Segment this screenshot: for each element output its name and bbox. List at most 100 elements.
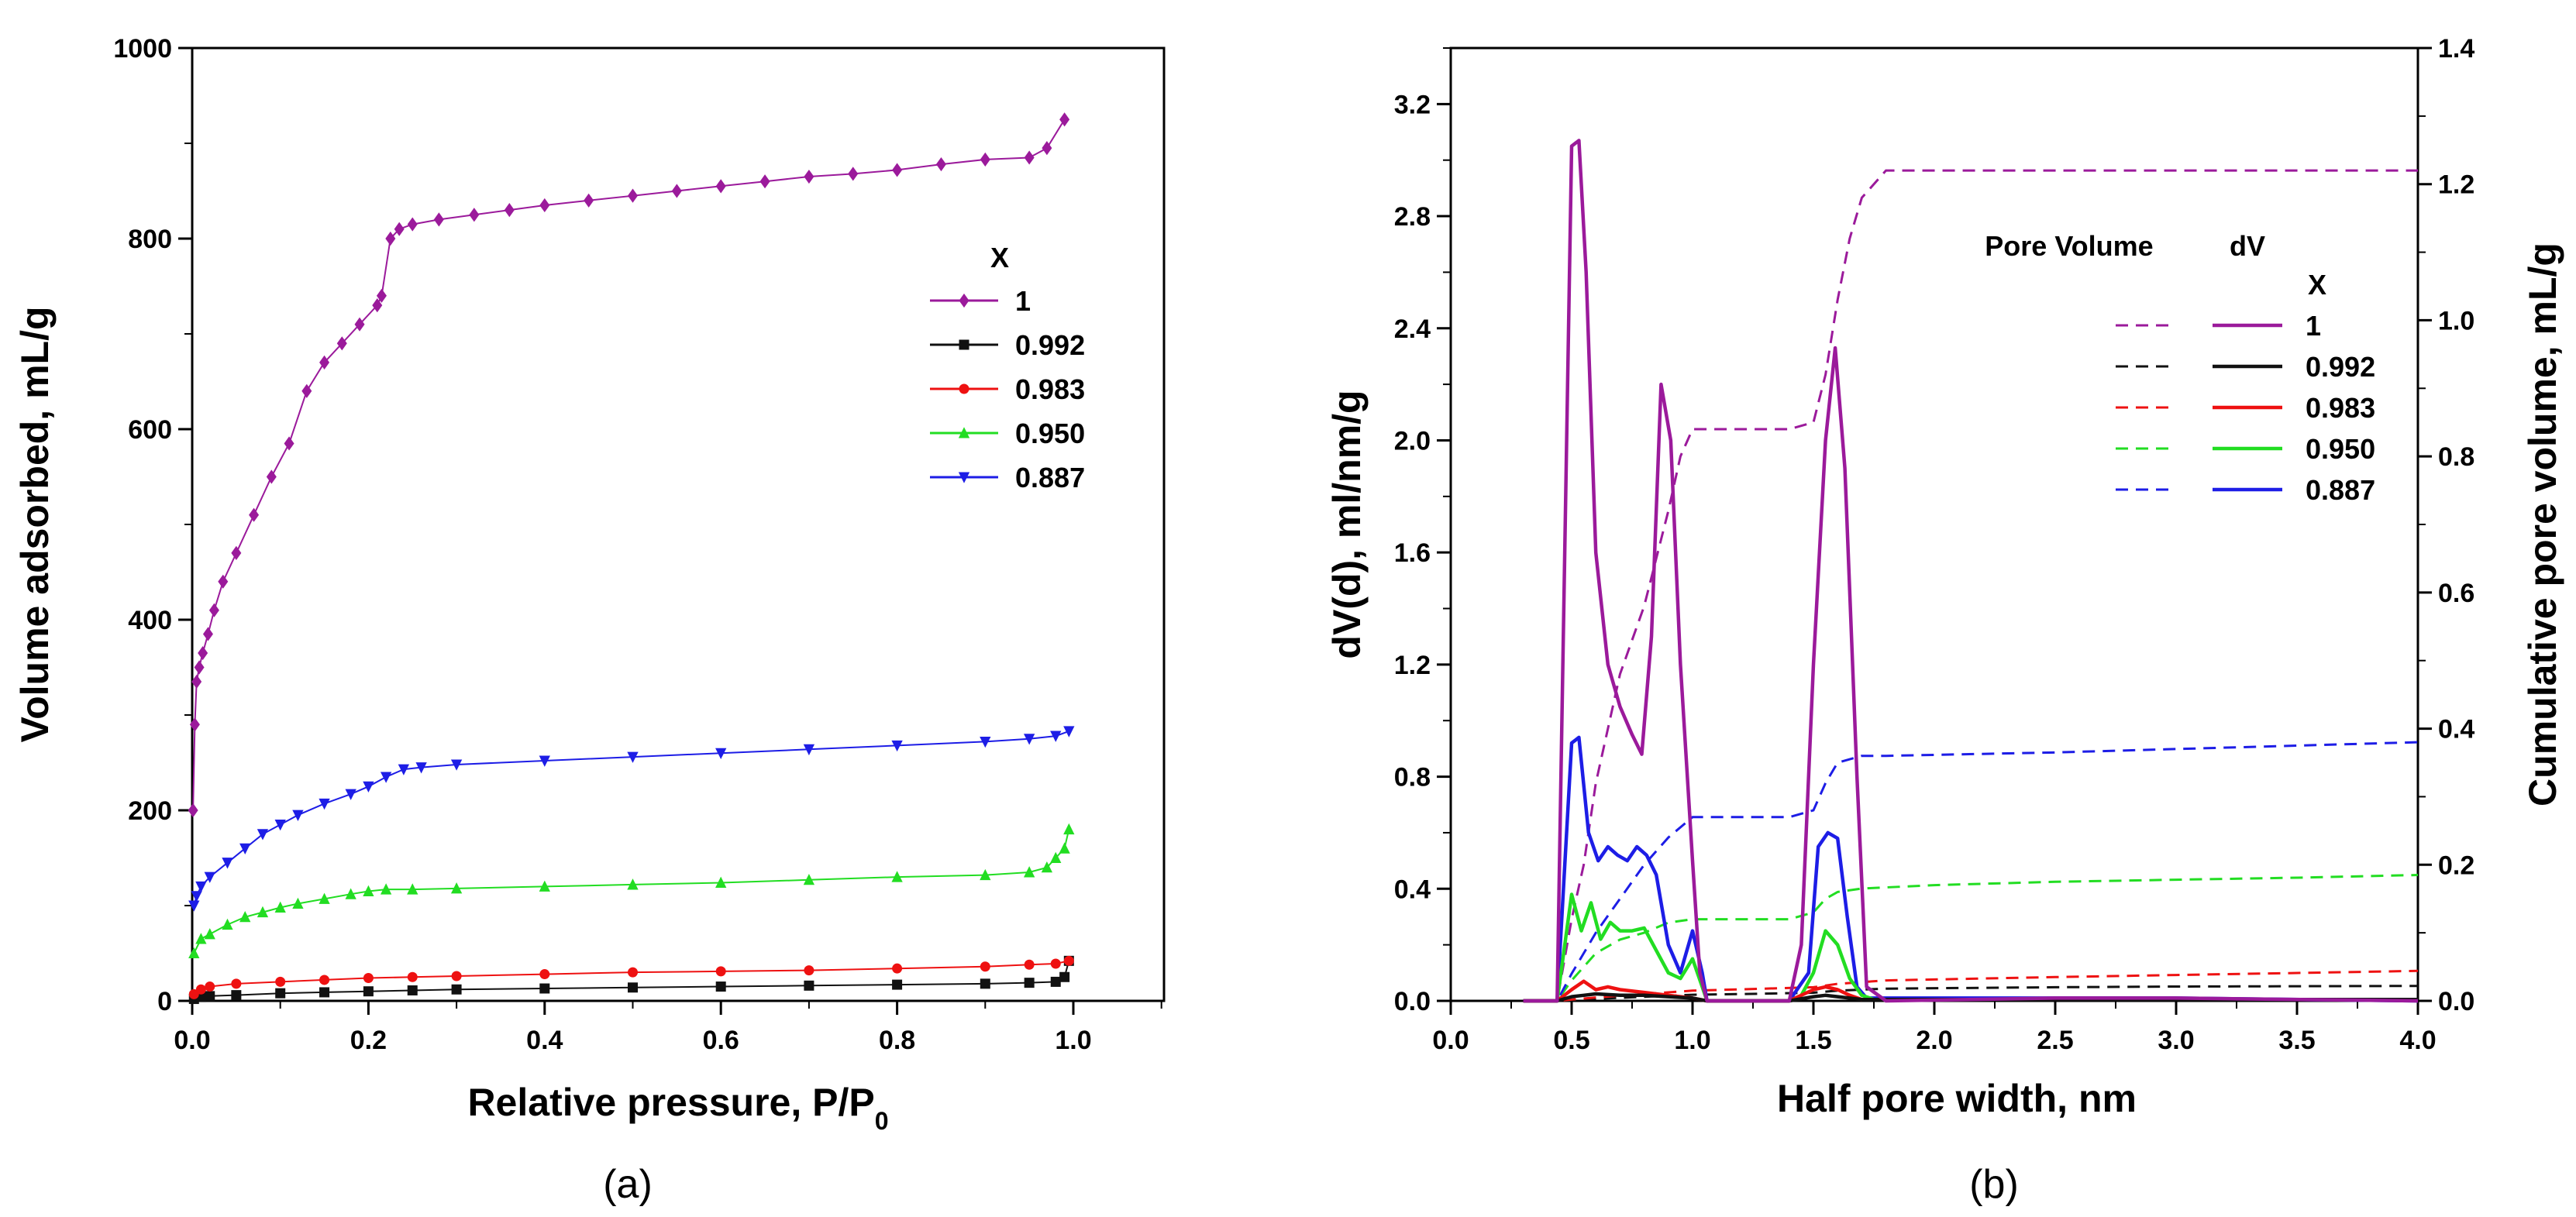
panel-a-data-point-0.950 <box>204 928 215 940</box>
panel-a-data-point-0.950 <box>803 873 815 885</box>
panel-a-series-line-0.950 <box>193 829 1070 954</box>
panel-b-right-y-tick-label: 0.4 <box>2438 715 2474 744</box>
panel-a-legend-marker-0.887 <box>958 472 970 483</box>
panel-a-data-point-0.983 <box>275 976 286 987</box>
panel-b-legend-label-0.950: 0.950 <box>2306 433 2375 465</box>
panel-b-legend-head-pore-volume: Pore Volume <box>1985 230 2153 262</box>
panel-b-right-y-tick-label: 1.0 <box>2438 306 2474 335</box>
panel-a-data-point-1 <box>394 222 405 236</box>
panel-a-data-point-0.983 <box>407 971 418 982</box>
panel-b-right-y-axis-label: Cumulative pore volume, mL/g <box>2521 242 2564 806</box>
panel-b: 0.0 0.5 1.0 1.5 2.0 2.5 3.0 3.5 4.00.00.40.81.21… <box>1325 34 2564 1207</box>
panel-a-data-point-1 <box>336 336 347 351</box>
panel-a-data-point-0.992 <box>1024 978 1035 988</box>
panel-a-y-tick-label: 400 <box>128 606 172 635</box>
panel-a-data-point-0.983 <box>205 982 215 992</box>
panel-b-legend: Pore Volume dV X 1 0.992 0.983 0.950 0.887 <box>1985 230 2375 506</box>
panel-b-left-y-tick-label: 1.6 <box>1394 538 1431 568</box>
panel-a-data-point-1 <box>715 179 726 194</box>
panel-a-data-point-0.950 <box>274 901 286 913</box>
panel-b-right-y-tick-label: 0.6 <box>2438 579 2474 608</box>
panel-a-data-point-0.887 <box>627 751 639 763</box>
panel-b-left-y-tick-label: 2.0 <box>1394 426 1431 456</box>
panel-a-x-tick-label: 0.2 <box>350 1026 387 1055</box>
panel-a-data-point-0.983 <box>1024 959 1035 970</box>
panel-a-data-point-1 <box>671 184 682 198</box>
panel-b-x-tick-label: 1.5 <box>1795 1026 1831 1055</box>
panel-a-data-point-0.983 <box>195 984 206 995</box>
panel-a-data-point-1 <box>892 163 903 177</box>
panel-a-legend-label-0.992: 0.992 <box>1015 329 1085 361</box>
panel-a-legend-title: X <box>990 242 1009 273</box>
panel-b-x-tick-label: 3.0 <box>2158 1026 2194 1055</box>
panel-a-data-point-1 <box>188 803 198 818</box>
panel-a-data-point-0.992 <box>1059 971 1070 982</box>
panel-a-data-point-0.887 <box>980 736 991 748</box>
panel-a-data-point-1 <box>301 383 312 398</box>
panel-a-data-point-0.983 <box>451 971 462 982</box>
panel-a-data-point-0.983 <box>804 965 814 976</box>
panel-a-x-tick-label: 0.4 <box>526 1026 563 1055</box>
panel-a-data-point-0.887 <box>319 798 330 810</box>
panel-a-data-point-0.950 <box>188 947 200 958</box>
panel-a-data-point-0.992 <box>539 983 550 994</box>
panel-a-data-point-0.887 <box>450 759 463 771</box>
panel-a-x-axis-label: Relative pressure, P/P0 <box>467 1081 888 1135</box>
panel-a-data-point-0.950 <box>319 892 330 904</box>
panel-b-left-y-tick-label: 1.2 <box>1394 651 1431 680</box>
panel-a-data-point-0.983 <box>892 963 903 974</box>
panel-b-x-tick-label: 2.5 <box>2037 1026 2073 1055</box>
panel-b-x-tick-label: 0.0 <box>1432 1026 1469 1055</box>
panel-a-legend-marker-0.983 <box>959 383 969 394</box>
panel-a-data-point-0.992 <box>363 986 374 997</box>
panel-a-data-point-0.887 <box>191 891 202 902</box>
panel-b-dv-line-0.992 <box>1523 992 2418 1003</box>
panel-a-data-point-0.983 <box>628 967 638 978</box>
panel-a-data-point-0.983 <box>715 966 726 977</box>
panel-b-legend-label-0.983: 0.983 <box>2306 392 2375 424</box>
panel-a-data-point-1 <box>848 167 859 181</box>
panel-a-data-point-1 <box>980 152 990 167</box>
panel-b-x-tick-label: 1.0 <box>1674 1026 1710 1055</box>
panel-a-data-point-0.950 <box>1050 851 1062 863</box>
panel-a-y-tick-label: 200 <box>128 796 172 826</box>
panel-a-data-point-1 <box>266 469 277 484</box>
panel-a-data-point-0.950 <box>345 888 356 899</box>
panel-a-series-line-1 <box>192 119 1066 811</box>
panel-a-data-point-0.983 <box>1050 958 1061 969</box>
panel-b-left-y-tick-label: 2.8 <box>1394 202 1431 232</box>
panel-a-data-point-0.950 <box>257 906 269 918</box>
panel-a-data-point-0.992 <box>231 990 242 1001</box>
panel-a-data-point-1 <box>208 603 219 617</box>
panel-a-legend-marker-0.992 <box>959 339 969 350</box>
panel-b-legend-label-1: 1 <box>2306 310 2321 342</box>
panel-a-data-point-0.887 <box>188 900 200 912</box>
panel-a-data-point-0.950 <box>980 868 991 881</box>
panel-a-data-point-0.950 <box>380 883 392 895</box>
panel-a-data-point-1 <box>354 317 365 332</box>
panel-a-data-point-0.983 <box>231 978 242 989</box>
panel-a-data-point-1 <box>198 645 208 661</box>
panel-a-data-point-0.887 <box>239 843 251 854</box>
panel-b-cumulative-line-0.983 <box>1523 969 2419 1002</box>
panel-b-right-y-tick-label: 1.4 <box>2438 34 2474 64</box>
panel-a-data-point-0.887 <box>398 764 410 775</box>
panel-a-data-point-0.887 <box>715 748 727 759</box>
panel-a-legend-label-0.983: 0.983 <box>1015 373 1085 405</box>
panel-b-x-axis-label: Half pore width, nm <box>1777 1077 2137 1120</box>
panel-a-data-point-0.992 <box>407 985 418 995</box>
panel-b-dv-line-1 <box>1523 139 2419 1003</box>
panel-b-legend-title: X <box>2308 269 2326 301</box>
panel-a-data-point-0.983 <box>980 961 990 972</box>
panel-b-left-y-tick-label: 0.0 <box>1394 987 1431 1016</box>
panel-a-caption: (a) <box>603 1162 653 1207</box>
panel-a-data-point-0.950 <box>891 871 903 882</box>
panel-a-y-tick-label: 600 <box>128 415 172 445</box>
panel-a-data-point-0.992 <box>205 991 215 1002</box>
panel-b-right-y-tick-label: 0.8 <box>2438 442 2474 472</box>
panel-a-data-point-0.950 <box>1041 861 1053 873</box>
panel-a-data-point-1 <box>584 193 594 208</box>
panel-a-data-point-0.887 <box>345 789 356 800</box>
panel-a-data-point-1 <box>385 231 396 246</box>
